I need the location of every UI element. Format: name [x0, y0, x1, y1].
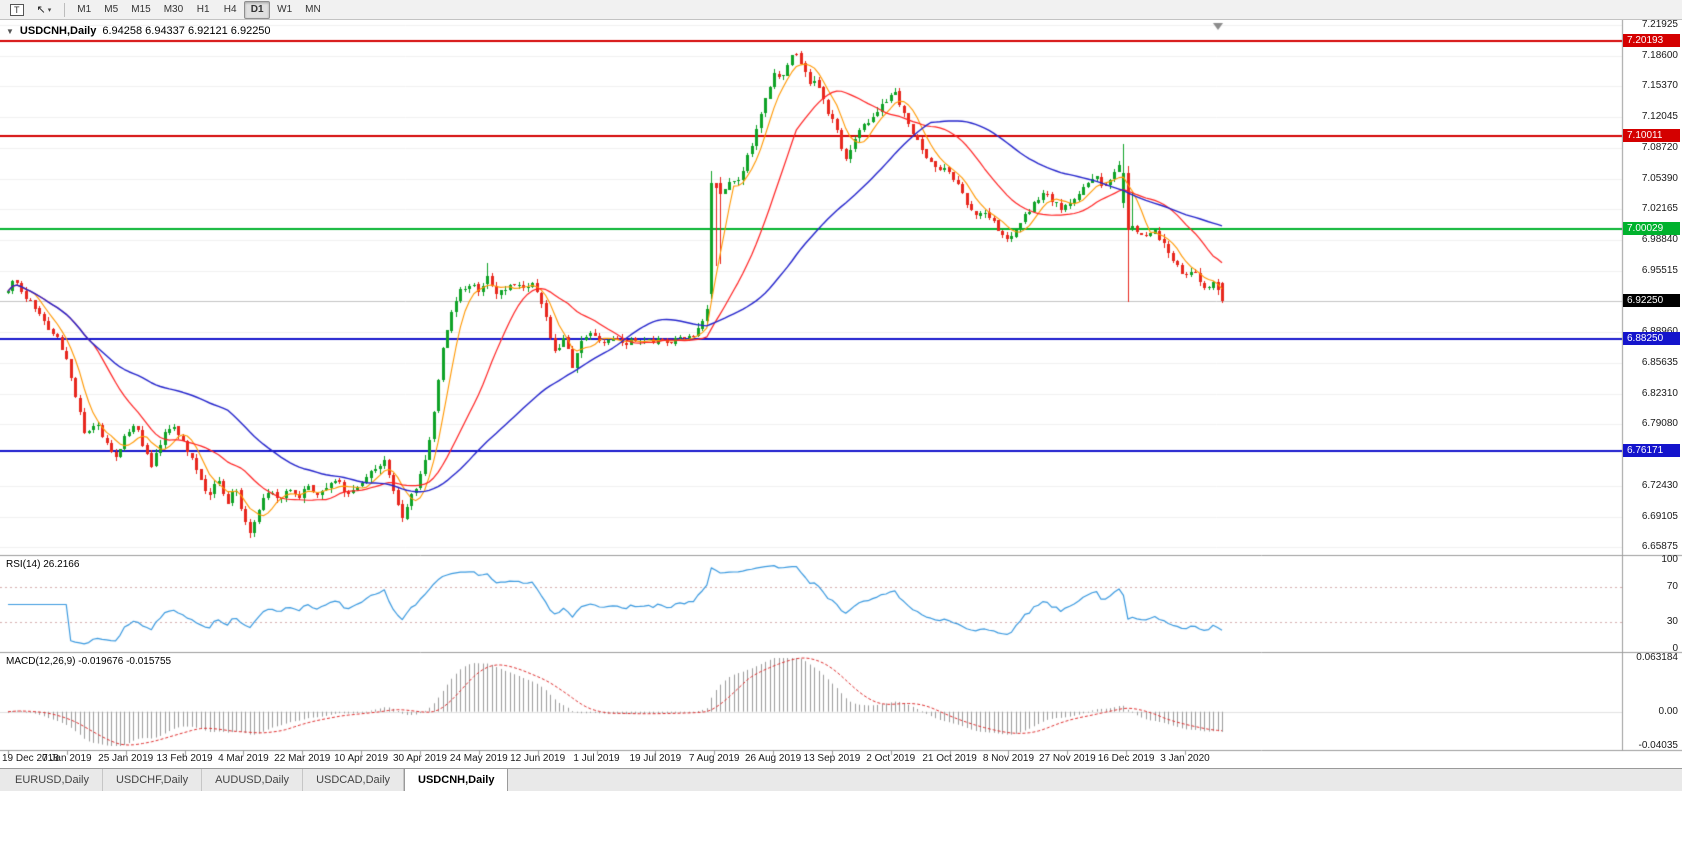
cursor-icon: ↖	[36, 4, 46, 16]
symbol-period-label: USDCNH,Daily	[19, 25, 97, 37]
date-axis-label: 26 Aug 2019	[744, 753, 802, 764]
date-axis-label: 27 Nov 2019	[1038, 753, 1096, 764]
price-axis-tick: 7.05390	[1641, 173, 1678, 184]
chart-tab-usdcnh-daily[interactable]: USDCNH,Daily	[404, 768, 509, 791]
chart-area: ▼ USDCNH,Daily 6.94258 6.94337 6.92121 6…	[0, 18, 1682, 768]
chart-title-overlay: ▼ USDCNH,Daily 6.94258 6.94337 6.92121 6…	[6, 25, 271, 37]
timeframe-button-m30[interactable]: M30	[163, 4, 184, 15]
text-tool-icon: T	[10, 3, 24, 16]
date-axis-label: 1 Jul 2019	[573, 753, 620, 764]
chart-tab-usdcad-daily[interactable]: USDCAD,Daily	[303, 769, 405, 791]
date-axis-label: 10 Apr 2019	[334, 753, 389, 764]
price-level-badge: 7.00029	[1623, 221, 1680, 235]
date-axis-label: 8 Nov 2019	[982, 753, 1035, 764]
macd-axis-tick: 0.00	[1658, 705, 1678, 717]
price-axis-tick: 7.18600	[1641, 49, 1678, 61]
price-level-badge: 6.76171	[1623, 444, 1680, 458]
date-axis-label: 13 Feb 2019	[156, 753, 213, 764]
dropdown-caret-icon: ▾	[47, 6, 52, 14]
timeframe-button-m15[interactable]: M15	[131, 4, 151, 15]
price-axis-tick: 6.95515	[1641, 265, 1678, 277]
date-axis-label: 13 Sep 2019	[803, 753, 861, 764]
timeframe-button-m1[interactable]: M1	[77, 4, 92, 15]
date-axis-label: 19 Jul 2019	[629, 753, 682, 764]
timeframe-button-mn[interactable]: MN	[305, 4, 321, 15]
chart-tab-eurusd-daily[interactable]: EURUSD,Daily	[2, 769, 103, 791]
price-axis-tick: 6.82310	[1641, 388, 1678, 400]
timeframe-button-m5[interactable]: M5	[104, 4, 119, 15]
toolbar-separator	[64, 2, 66, 17]
ohlc-values: 6.94258 6.94337 6.92121 6.92250	[102, 25, 271, 37]
timeframe-toolbar: M1 M5 M15 M30 H1 H4 D1 W1 MN	[71, 0, 327, 19]
date-axis-label: 16 Dec 2019	[1097, 753, 1155, 764]
macd-axis-tick: 0.063184	[1636, 652, 1678, 663]
timeframe-button-d1[interactable]: D1	[244, 0, 271, 19]
date-axis-label: 2 Oct 2019	[866, 753, 916, 764]
timeframe-button-h4[interactable]: H4	[223, 4, 237, 15]
rsi-axis-tick: 0	[1672, 643, 1678, 654]
date-axis-label: 30 Apr 2019	[392, 753, 447, 764]
text-tool-button[interactable]: T	[4, 1, 30, 19]
date-axis-label: 25 Jan 2019	[98, 753, 154, 764]
date-axis-label: 19 Dec 2018	[2, 753, 59, 764]
date-axis-label: 7 Aug 2019	[688, 753, 740, 764]
rsi-axis-tick: 70	[1666, 580, 1678, 592]
price-level-badge: 7.10011	[1623, 128, 1680, 142]
toolbar: T ↖ ▾ M1 M5 M15 M30 H1 H4 D1 W1 MN	[0, 0, 1682, 20]
price-axis-tick: 7.15370	[1641, 79, 1678, 91]
date-axis-label: 4 Mar 2019	[218, 753, 269, 764]
price-level-badge: 7.20193	[1623, 34, 1680, 48]
rsi-axis-tick: 30	[1666, 616, 1678, 628]
price-axis-tick: 6.88960	[1626, 326, 1678, 338]
price-axis-tick: 7.08720	[1641, 141, 1678, 153]
timeframe-button-h1[interactable]: H1	[196, 4, 210, 15]
price-axis-tick: 6.85635	[1641, 357, 1678, 369]
bottom-filler	[0, 791, 1682, 845]
date-axis-label: 3 Jan 2020	[1160, 753, 1210, 764]
date-axis-label: 24 May 2019	[449, 753, 508, 764]
price-axis-tick: 6.65875	[1641, 541, 1678, 553]
chart-canvas[interactable]	[0, 20, 1682, 768]
chart-tab-audusd-daily[interactable]: AUDUSD,Daily	[202, 769, 304, 791]
date-axis-label: 21 Oct 2019	[922, 753, 977, 764]
current-price-badge: 6.92250	[1623, 294, 1680, 308]
price-axis-tick: 7.12045	[1641, 110, 1678, 122]
one-click-expander-icon[interactable]: ▼	[6, 26, 14, 36]
date-axis-label: 7 Jan 2019	[42, 753, 92, 764]
rsi-axis-tick: 100	[1661, 554, 1678, 565]
date-axis-label: 22 Mar 2019	[274, 753, 331, 764]
timeframe-button-w1[interactable]: W1	[277, 4, 293, 15]
price-axis-tick: 6.69105	[1641, 511, 1678, 523]
price-level-badge: 6.88250	[1623, 331, 1680, 345]
macd-axis-tick: -0.04035	[1638, 740, 1678, 751]
chart-tab-usdchf-daily[interactable]: USDCHF,Daily	[103, 769, 203, 791]
price-axis-tick: 7.21925	[1641, 18, 1678, 30]
price-axis-tick: 6.98840	[1641, 234, 1678, 246]
date-axis-label: 12 Jun 2019	[510, 753, 566, 764]
rsi-indicator-label: RSI(14) 26.2166	[6, 559, 80, 570]
cursor-tool-button[interactable]: ↖ ▾	[31, 1, 58, 19]
price-axis-tick: 6.72430	[1641, 480, 1678, 492]
chart-tab-bar: EURUSD,Daily USDCHF,Daily AUDUSD,Daily USDC…	[0, 768, 1682, 791]
macd-indicator-label: MACD(12,26,9) -0.019676 -0.015755	[6, 656, 172, 667]
price-axis-tick: 7.02165	[1641, 203, 1678, 215]
price-axis-tick: 6.79080	[1641, 418, 1678, 430]
